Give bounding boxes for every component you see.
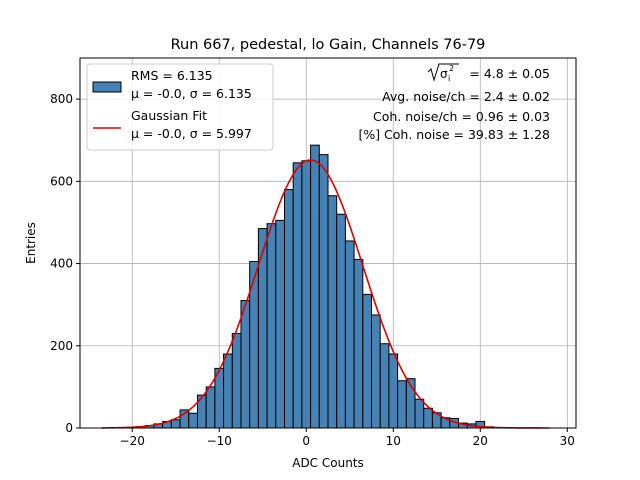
legend-patch-histogram bbox=[92, 81, 122, 93]
annotation-line-3: Coh. noise/ch = 0.96 ± 0.03 bbox=[373, 109, 550, 124]
x-tick-label-1: −10 bbox=[207, 434, 232, 448]
annotation-line-4: [%] Coh. noise = 39.83 ± 1.28 bbox=[358, 127, 550, 142]
histogram-bar-20 bbox=[310, 144, 320, 429]
histogram-bar-19 bbox=[301, 160, 312, 429]
histogram-bar-26 bbox=[362, 293, 373, 429]
y-tick-label-2: 400 bbox=[50, 257, 73, 271]
annotation-line-1: = 4.8 ± 0.05 bbox=[469, 66, 550, 81]
histogram-bar-6 bbox=[188, 412, 198, 429]
histogram-bar-22 bbox=[327, 195, 338, 429]
x-axis-ticks: −20 −10 0 10 20 30 bbox=[120, 428, 575, 448]
noise-annotations: σ i 2 = 4.8 ± 0.05 Avg. noise/ch = 2.4 ±… bbox=[358, 63, 550, 142]
legend: RMS = 6.135 μ = -0.0, σ = 6.135 Gaussian… bbox=[86, 63, 274, 151]
histogram-bar-17 bbox=[283, 189, 294, 429]
histogram-bar-27 bbox=[371, 314, 381, 429]
chart-title: Run 667, pedestal, lo Gain, Channels 76-… bbox=[171, 37, 486, 53]
histogram-bar-12 bbox=[240, 300, 251, 429]
x-tick-label-5: 30 bbox=[560, 434, 575, 448]
sqrt-symbol bbox=[427, 63, 459, 82]
histogram-bar-30 bbox=[397, 380, 407, 429]
plot-frame bbox=[79, 57, 577, 429]
x-axis-label: ADC Counts bbox=[292, 456, 364, 470]
x-tick-label-2: 0 bbox=[302, 434, 310, 448]
histogram-bar-14 bbox=[257, 228, 268, 429]
x-tick-label-4: 20 bbox=[473, 434, 488, 448]
y-tick-label-1: 200 bbox=[50, 339, 73, 353]
histogram-bar-10 bbox=[223, 353, 233, 429]
annotation-sigma-sub: i bbox=[448, 74, 450, 83]
legend-entry-2-line1: Gaussian Fit bbox=[131, 108, 207, 123]
y-tick-label-3: 600 bbox=[50, 174, 73, 188]
histogram-bar-15 bbox=[266, 223, 277, 429]
histogram-bar-25 bbox=[353, 258, 364, 429]
histogram-bar-23 bbox=[336, 213, 346, 429]
histogram-bar-28 bbox=[379, 343, 390, 429]
histogram-bar-29 bbox=[388, 353, 399, 429]
legend-entry-1-line2: μ = -0.0, σ = 6.135 bbox=[131, 86, 252, 101]
y-axis-label: Entries bbox=[24, 222, 38, 264]
annotation-sigma-symbol: σ bbox=[440, 67, 448, 81]
annotation-line-2: Avg. noise/ch = 2.4 ± 0.02 bbox=[382, 89, 550, 104]
histogram-bar-21 bbox=[318, 154, 329, 429]
legend-box bbox=[86, 63, 274, 151]
legend-entry-2-line2: μ = -0.0, σ = 5.997 bbox=[131, 126, 252, 141]
histogram-bar-18 bbox=[292, 162, 303, 429]
histogram-bar-33 bbox=[423, 407, 433, 429]
legend-entry-1-line1: RMS = 6.135 bbox=[131, 68, 213, 83]
y-axis-ticks: 0 200 400 600 800 bbox=[50, 92, 80, 435]
histogram-bars bbox=[136, 144, 494, 429]
histogram-bar-24 bbox=[344, 240, 355, 429]
histogram-bar-32 bbox=[414, 398, 425, 429]
y-tick-label-4: 800 bbox=[50, 92, 73, 106]
x-tick-label-0: −20 bbox=[120, 434, 145, 448]
x-tick-label-3: 10 bbox=[386, 434, 401, 448]
histogram-bar-4 bbox=[170, 419, 181, 429]
histogram-bar-16 bbox=[275, 219, 285, 429]
histogram-bar-11 bbox=[231, 332, 242, 429]
gaussian-fit-curve bbox=[101, 159, 550, 429]
annotation-sigma-sup: 2 bbox=[449, 64, 454, 73]
histogram-bar-8 bbox=[205, 386, 216, 429]
y-tick-label-0: 0 bbox=[65, 421, 73, 435]
